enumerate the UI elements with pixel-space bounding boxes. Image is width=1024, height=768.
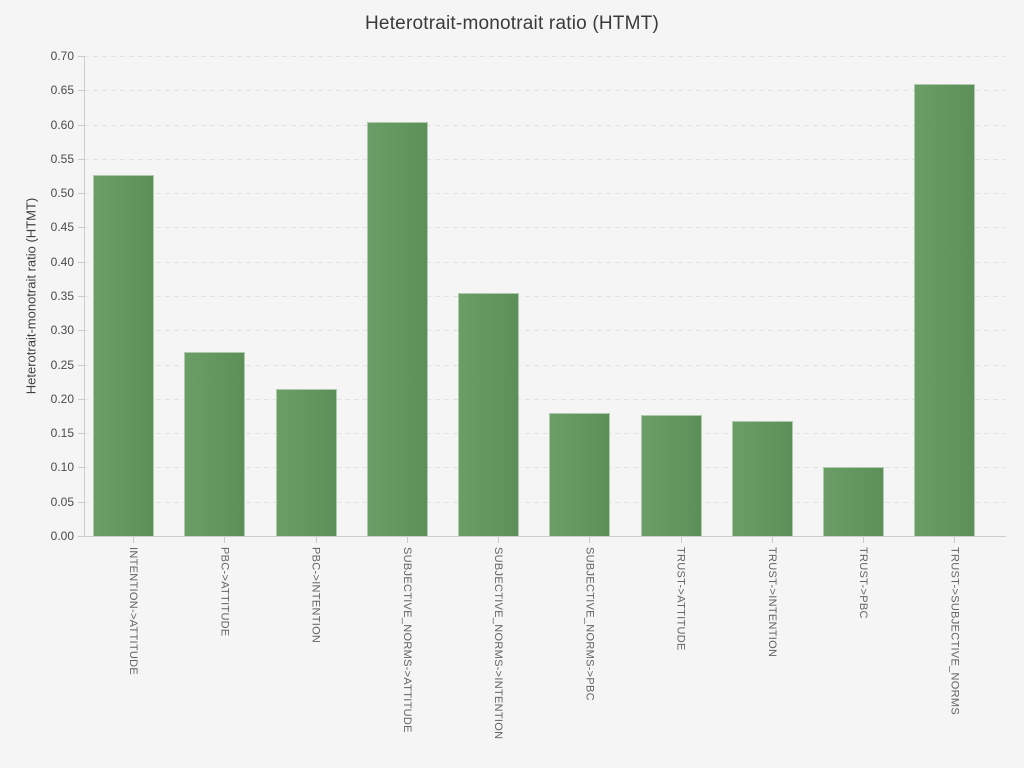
- x-category-label: TRUST->INTENTION: [765, 547, 778, 658]
- x-tick: [133, 537, 134, 543]
- plot-area: [84, 56, 1005, 536]
- bar: [366, 121, 428, 536]
- bar: [275, 389, 337, 536]
- gridline: [84, 124, 1005, 126]
- x-tick: [771, 537, 773, 543]
- gridline: [84, 330, 1005, 332]
- gridline: [84, 227, 1005, 229]
- y-tick: [78, 158, 84, 160]
- y-tick: [78, 193, 84, 195]
- y-tick: [78, 296, 84, 297]
- gridline: [84, 261, 1005, 263]
- y-tick: [78, 227, 84, 229]
- y-tick-label: 0.45: [50, 220, 74, 235]
- gridline: [84, 398, 1005, 400]
- y-tick: [78, 433, 84, 435]
- bar: [93, 174, 154, 536]
- y-tick-label: 0.60: [50, 117, 74, 132]
- gridline: [84, 501, 1005, 503]
- y-tick-label: 0.25: [50, 357, 74, 372]
- y-tick: [78, 330, 84, 332]
- gridline: [84, 158, 1005, 160]
- x-category-label: TRUST->ATTITUDE: [674, 547, 687, 651]
- y-tick-label: 0.70: [50, 49, 74, 63]
- y-tick: [78, 261, 84, 263]
- x-tick: [498, 537, 499, 543]
- bar: [914, 84, 976, 536]
- x-tick: [954, 537, 956, 543]
- gridline: [84, 56, 1005, 57]
- chart-title: Heterotrait-monotrait ratio (HTMT): [365, 13, 659, 34]
- x-tick: [863, 537, 864, 543]
- y-tick-label: 0.50: [50, 186, 74, 201]
- y-tick: [78, 501, 84, 503]
- x-category-label: PBC->ATTITUDE: [218, 547, 231, 637]
- y-tick-label: 0.05: [50, 494, 74, 509]
- y-tick-label: 0.30: [50, 323, 74, 338]
- y-tick-label: 0.10: [50, 460, 74, 475]
- bar: [640, 414, 702, 536]
- bar: [458, 292, 519, 536]
- x-tick: [589, 537, 591, 543]
- y-tick: [78, 364, 84, 366]
- x-tick: [406, 537, 408, 543]
- gridline: [84, 193, 1005, 195]
- y-tick: [78, 467, 84, 469]
- y-axis-line: [84, 56, 85, 537]
- y-tick-label: 0.65: [50, 83, 74, 98]
- x-category-label: PBC->INTENTION: [309, 547, 322, 644]
- x-category-label: SUBJECTIVE_NORMS->INTENTION: [492, 547, 504, 740]
- y-tick-label: 0.00: [50, 529, 74, 543]
- gridline: [84, 364, 1005, 366]
- bar: [184, 352, 246, 536]
- gridline: [84, 90, 1005, 92]
- bar: [823, 467, 884, 536]
- x-tick: [680, 537, 682, 543]
- x-category-label: TRUST->PBC: [857, 547, 869, 619]
- gridline: [84, 467, 1005, 469]
- y-tick: [78, 536, 84, 537]
- y-tick: [78, 56, 84, 57]
- x-category-label: SUBJECTIVE_NORMS->PBC: [583, 547, 596, 701]
- y-tick-label: 0.55: [50, 151, 74, 166]
- x-tick: [224, 537, 226, 543]
- bar: [731, 420, 793, 536]
- y-tick: [78, 124, 84, 126]
- y-tick-label: 0.15: [50, 426, 74, 441]
- x-category-label: SUBJECTIVE_NORMS->ATTITUDE: [400, 547, 413, 733]
- x-axis-line: [84, 536, 1006, 537]
- y-tick-label: 0.20: [50, 391, 74, 406]
- x-category-label: INTENTION->ATTITUDE: [127, 547, 139, 676]
- x-category-label: TRUST->SUBJECTIVE_NORMS: [948, 547, 961, 715]
- x-tick: [315, 537, 317, 543]
- y-tick-label: 0.40: [50, 254, 74, 269]
- gridline: [84, 433, 1005, 435]
- y-tick: [78, 398, 84, 400]
- gridline: [84, 296, 1005, 297]
- bar: [549, 413, 611, 536]
- y-tick-label: 0.35: [50, 289, 74, 303]
- y-tick: [78, 90, 84, 92]
